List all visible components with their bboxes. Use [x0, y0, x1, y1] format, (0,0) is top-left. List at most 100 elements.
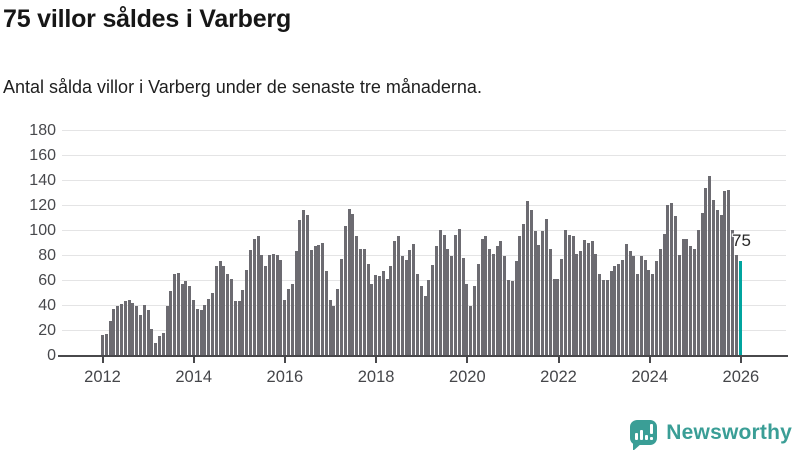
bar [670, 202, 673, 355]
bar [629, 251, 632, 355]
bar [666, 205, 669, 355]
bar [625, 243, 628, 355]
axis-tick [557, 357, 560, 363]
bar [200, 310, 203, 355]
bar [469, 306, 472, 355]
bar [257, 236, 260, 355]
bar [101, 335, 104, 355]
bar [120, 303, 123, 355]
bar [226, 273, 229, 355]
x-axis-label: 2018 [357, 368, 395, 386]
bar [496, 246, 499, 355]
bar [181, 283, 184, 355]
x-axis-label: 2020 [448, 368, 486, 386]
bar [575, 253, 578, 355]
bar [431, 265, 434, 355]
bar [276, 255, 279, 355]
bar [124, 301, 127, 355]
bar [188, 286, 191, 355]
bar [731, 230, 734, 355]
bar [481, 238, 484, 355]
bar [507, 280, 510, 355]
bar [697, 230, 700, 355]
bar [207, 298, 210, 355]
bar [435, 246, 438, 355]
bar [541, 231, 544, 355]
bar [295, 251, 298, 355]
bar [446, 248, 449, 355]
y-axis-label: 100 [29, 221, 56, 239]
bar [549, 248, 552, 355]
newsworthy-chart-bubble-icon [630, 420, 658, 450]
bar [560, 258, 563, 355]
axis-tick [648, 357, 651, 363]
bar [135, 306, 138, 355]
bar [598, 273, 601, 355]
y-axis-label: 160 [29, 146, 56, 164]
bar [211, 292, 214, 355]
bar [572, 236, 575, 355]
bar [613, 266, 616, 355]
bar [154, 342, 157, 355]
bar [526, 201, 529, 355]
bar [234, 301, 237, 355]
bar [545, 218, 548, 355]
x-axis-label: 2024 [631, 368, 669, 386]
bar [260, 255, 263, 355]
bar [325, 271, 328, 355]
x-axis-label: 2012 [84, 368, 121, 386]
bar [515, 261, 518, 355]
bar [685, 238, 688, 355]
bar [735, 255, 738, 355]
bar [215, 266, 218, 355]
bar [298, 220, 301, 355]
icon-exclamation-bar [650, 424, 654, 434]
bar [393, 241, 396, 355]
bar [712, 200, 715, 355]
gridline [62, 229, 786, 231]
bar [367, 263, 370, 355]
bar [424, 296, 427, 355]
icon-exclamation-dot [650, 437, 654, 440]
bar [219, 261, 222, 355]
bar [458, 228, 461, 355]
bar [564, 230, 567, 355]
bar [621, 260, 624, 355]
bar [378, 276, 381, 355]
bar [678, 255, 681, 355]
bar [591, 241, 594, 355]
bar [454, 235, 457, 355]
bar [587, 242, 590, 355]
bar [617, 263, 620, 355]
bar [682, 238, 685, 355]
axis-tick [739, 357, 742, 363]
bar [374, 275, 377, 355]
bar [344, 226, 347, 355]
bar [332, 306, 335, 355]
gridline [62, 254, 786, 256]
bar [553, 278, 556, 355]
bar [116, 306, 119, 355]
bar [499, 241, 502, 355]
y-axis-label: 180 [29, 121, 56, 139]
bar [716, 210, 719, 355]
bar [203, 305, 206, 355]
y-axis-label: 20 [38, 321, 56, 339]
bar [556, 278, 559, 355]
bar [363, 248, 366, 355]
bar [484, 236, 487, 355]
bar [416, 273, 419, 355]
y-axis-label: 120 [29, 196, 56, 214]
bar [412, 243, 415, 355]
bar [196, 308, 199, 355]
axis-tick [283, 357, 286, 363]
bar [727, 190, 730, 355]
bar [693, 248, 696, 355]
y-axis-label: 40 [38, 296, 56, 314]
bar [644, 260, 647, 355]
x-axis-label: 2014 [175, 368, 213, 386]
bar [663, 233, 666, 355]
bar [355, 236, 358, 355]
bar [147, 310, 150, 355]
bar [279, 260, 282, 355]
